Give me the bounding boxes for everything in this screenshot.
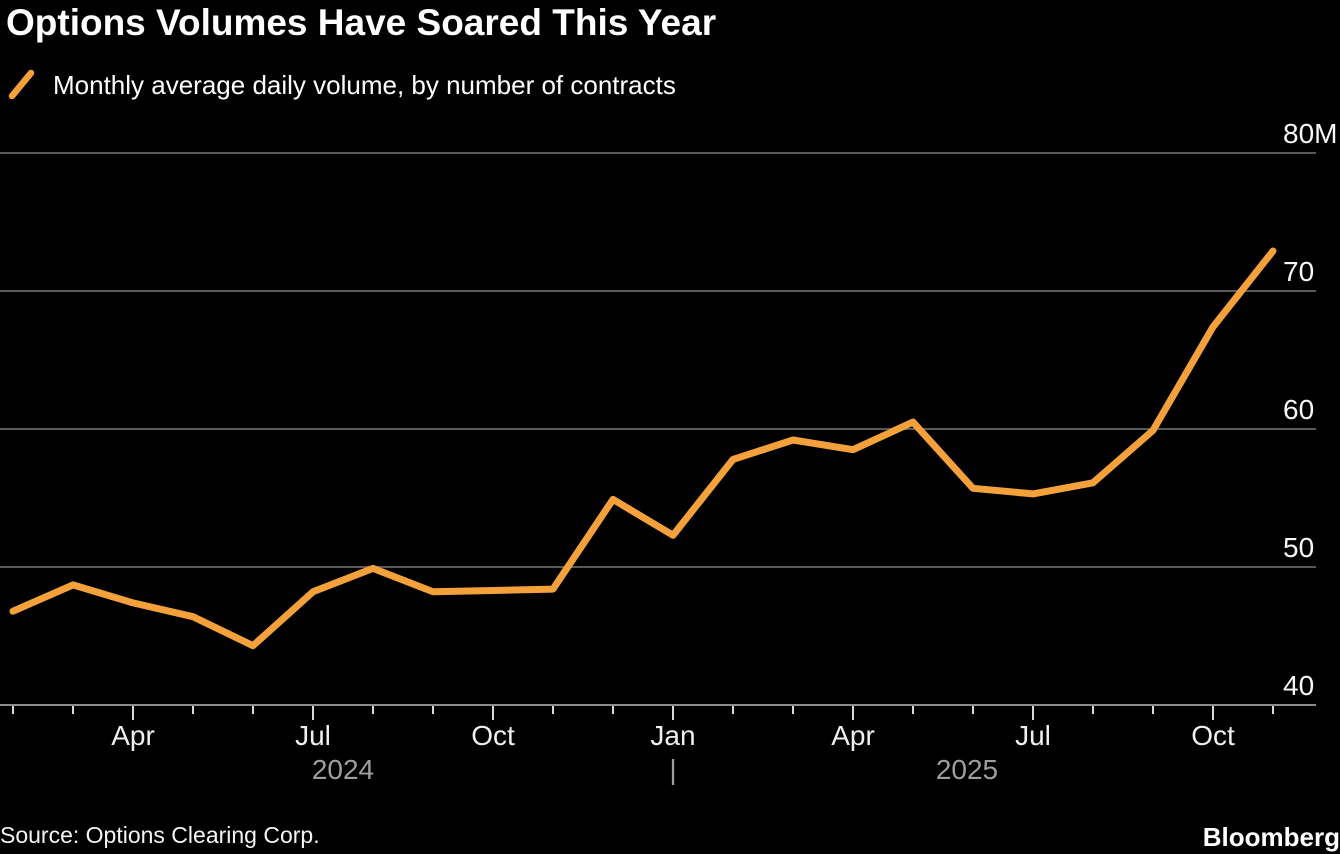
- bloomberg-logo: Bloomberg: [1202, 822, 1340, 852]
- legend-label: Monthly average daily volume, by number …: [53, 69, 676, 100]
- year-separator: |: [669, 754, 676, 785]
- month-label: Jan: [650, 720, 695, 751]
- month-label: Apr: [831, 720, 875, 751]
- y-tick-label: 40: [1283, 670, 1314, 701]
- month-label: Oct: [471, 720, 515, 751]
- chart-title: Options Volumes Have Soared This Year: [6, 2, 717, 43]
- y-tick-label: 50: [1283, 532, 1314, 563]
- source-note: Source: Options Clearing Corp.: [0, 822, 320, 848]
- chart-plot-svg: 80M 70 60 50 40 Apr Jul Oct Jan Apr Jul Oct 2024 | 202…: [0, 118, 1337, 785]
- orange-line-swatch: [8, 69, 35, 100]
- y-tick-label: 60: [1283, 394, 1314, 425]
- month-label: Oct: [1191, 720, 1235, 751]
- year-label: 2025: [936, 754, 998, 785]
- y-tick-label: 80M: [1283, 118, 1337, 149]
- legend-line-swatch-icon: [8, 69, 35, 100]
- y-tick-label: 70: [1283, 256, 1314, 287]
- legend: Monthly average daily volume, by number …: [6, 66, 676, 104]
- month-label: Apr: [111, 720, 155, 751]
- volume-line: [9, 247, 1277, 650]
- month-label: Jul: [295, 720, 331, 751]
- month-label: Jul: [1015, 720, 1051, 751]
- year-label: 2024: [312, 754, 374, 785]
